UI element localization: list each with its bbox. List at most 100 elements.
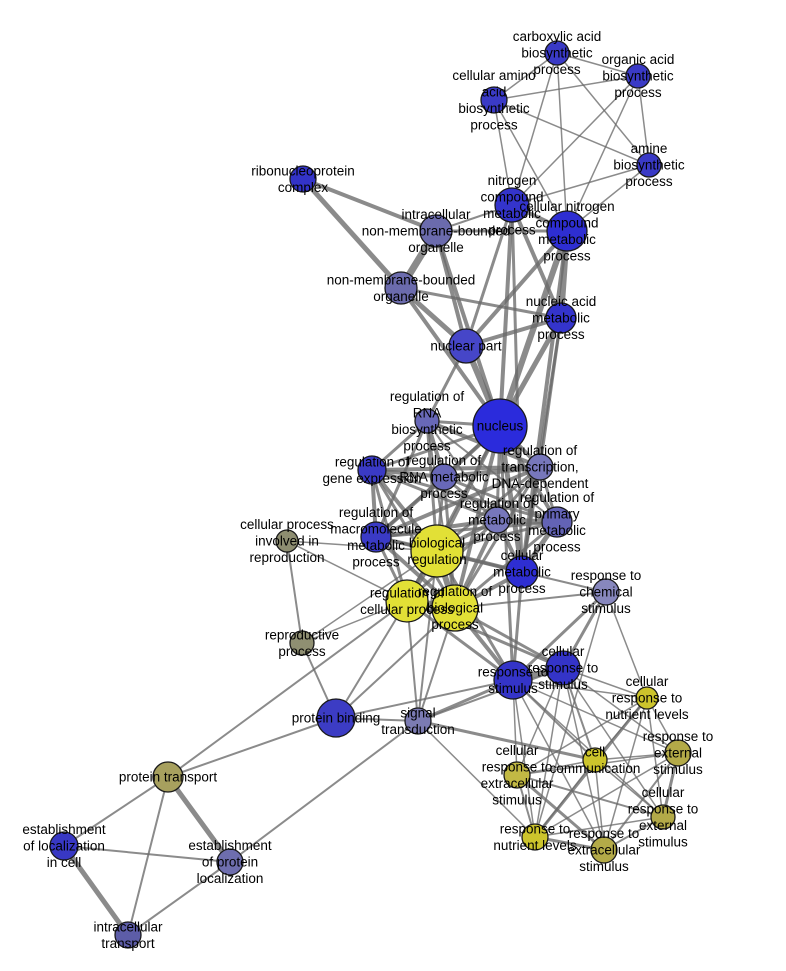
edge-cellular-amino-acid-biosynthetic-process--nitrogen-compound-metabolic-process xyxy=(493,99,513,206)
node-regulation-of-biological-process[interactable] xyxy=(431,584,479,632)
node-response-to-stimulus[interactable] xyxy=(493,660,533,700)
node-cellular-metabolic-process[interactable] xyxy=(505,555,539,589)
edge-regulation-of-cellular-process--protein-binding xyxy=(335,600,408,719)
edge-regulation-of-rna-biosynthetic-process--regulation-of-metabolic-process xyxy=(426,420,498,521)
edges-layer xyxy=(61,52,680,938)
node-regulation-of-gene-expression[interactable] xyxy=(357,455,387,485)
node-biological-regulation[interactable] xyxy=(410,524,464,578)
node-protein-binding[interactable] xyxy=(316,698,356,738)
node-cellular-response-to-extracellular-stimulus[interactable] xyxy=(503,761,531,789)
edge-response-to-nutrient-levels--cellular-response-to-external-stimulus xyxy=(534,816,664,838)
edge-regulation-of-gene-expression--regulation-of-metabolic-process xyxy=(370,468,499,522)
edge-response-to-stimulus--cellular-response-to-external-stimulus xyxy=(512,679,664,818)
edge-response-to-stimulus--response-to-extracellular-stimulus xyxy=(512,679,605,851)
edge-carboxylic-acid-biosynthetic-process--organic-acid-biosynthetic-process xyxy=(556,52,639,77)
node-response-to-chemical-stimulus[interactable] xyxy=(592,578,620,606)
node-establishment-of-protein-localization[interactable] xyxy=(216,848,244,876)
node-nitrogen-compound-metabolic-process[interactable] xyxy=(494,187,530,223)
labels-layer: carboxylic acid biosynthetic processorgani… xyxy=(22,29,713,951)
node-reproductive-process[interactable] xyxy=(289,630,315,656)
edge-response-to-chemical-stimulus--cellular-response-to-nutrient-levels xyxy=(605,591,648,699)
node-nucleus[interactable] xyxy=(472,398,528,454)
node-regulation-of-rna-biosynthetic-process[interactable] xyxy=(414,408,440,434)
node-organic-acid-biosynthetic-process[interactable] xyxy=(625,63,651,89)
edge-protein-transport--intracellular-transport xyxy=(127,776,169,936)
edge-regulation-of-transcription-dna-dependent--regulation-of-gene-expression xyxy=(370,465,542,472)
edge-protein-transport--regulation-of-cellular-process xyxy=(167,600,408,778)
node-nucleic-acid-metabolic-process[interactable] xyxy=(545,302,577,334)
edge-response-to-external-stimulus--response-to-nutrient-levels xyxy=(534,752,679,838)
node-regulation-of-metabolic-process[interactable] xyxy=(483,506,511,534)
node-regulation-of-rna-metabolic-process[interactable] xyxy=(430,463,458,491)
node-amine-biosynthetic-process[interactable] xyxy=(636,152,662,178)
node-response-to-external-stimulus[interactable] xyxy=(664,739,692,767)
node-establishment-of-localization-in-cell[interactable] xyxy=(49,831,79,861)
edge-organic-acid-biosynthetic-process--cellular-amino-acid-biosynthetic-process xyxy=(493,75,639,101)
edge-amine-biosynthetic-process--nitrogen-compound-metabolic-process xyxy=(511,164,650,206)
edge-nuclear-part--nitrogen-compound-metabolic-process xyxy=(464,203,514,348)
edge-signal-transduction--response-to-nutrient-levels xyxy=(417,720,536,838)
edge-cell-communication--response-to-extracellular-stimulus xyxy=(594,759,605,851)
edge-cellular-process-involved-in-reproduction--reproductive-process xyxy=(286,540,303,644)
edge-nucleic-acid-metabolic-process--regulation-of-transcription-dna-dependent xyxy=(538,316,563,469)
edge-protein-binding--protein-transport xyxy=(167,717,337,778)
edge-cellular-amino-acid-biosynthetic-process--amine-biosynthetic-process xyxy=(493,99,650,166)
node-regulation-of-macromolecule-metabolic-process[interactable] xyxy=(360,521,392,553)
edge-response-to-chemical-stimulus--response-to-stimulus xyxy=(511,590,608,682)
edge-nucleic-acid-metabolic-process--nitrogen-compound-metabolic-process xyxy=(510,203,563,320)
edge-ribonucleoprotein-complex--intracellular-non-membrane-bounded-organelle xyxy=(301,177,438,233)
edge-response-to-external-stimulus--response-to-extracellular-stimulus xyxy=(603,752,679,851)
edge-cellular-nitrogen-compound-metabolic-process--nucleus xyxy=(497,228,570,429)
edge-cellular-amino-acid-biosynthetic-process--cellular-nitrogen-compound-metabolic-process xyxy=(493,99,568,232)
edge-non-membrane-bounded-organelle--nucleus xyxy=(399,286,502,428)
edge-regulation-of-cellular-process--response-to-stimulus xyxy=(405,599,515,682)
node-cell-communication[interactable] xyxy=(582,747,608,773)
node-cellular-response-to-external-stimulus[interactable] xyxy=(650,804,676,830)
node-regulation-of-primary-metabolic-process[interactable] xyxy=(541,506,573,538)
node-signal-transduction[interactable] xyxy=(404,707,432,735)
edge-ribonucleoprotein-complex--non-membrane-bounded-organelle xyxy=(300,176,404,291)
edge-establishment-of-protein-localization--intracellular-transport xyxy=(127,861,231,936)
edge-regulation-of-transcription-dna-dependent--regulation-of-macromolecule-metabolic-process xyxy=(374,465,542,539)
node-cellular-response-to-nutrient-levels[interactable] xyxy=(635,686,659,710)
node-carboxylic-acid-biosynthetic-process[interactable] xyxy=(544,40,570,66)
edge-regulation-of-cellular-process--cellular-process-involved-in-reproduction xyxy=(286,540,408,602)
edge-cell-communication--cellular-response-to-external-stimulus xyxy=(594,759,664,818)
edge-regulation-of-biological-process--protein-binding xyxy=(335,607,456,719)
edge-establishment-of-localization-in-cell--intracellular-transport xyxy=(61,843,131,938)
node-cellular-response-to-stimulus[interactable] xyxy=(545,650,581,686)
node-ribonucleoprotein-complex[interactable] xyxy=(289,165,317,193)
node-intracellular-transport[interactable] xyxy=(114,921,142,949)
edge-cellular-response-to-stimulus--response-to-nutrient-levels xyxy=(534,667,564,838)
edge-biological-regulation--reproductive-process xyxy=(301,550,438,644)
edge-carboxylic-acid-biosynthetic-process--amine-biosynthetic-process xyxy=(556,52,650,166)
node-non-membrane-bounded-organelle[interactable] xyxy=(384,271,418,305)
node-protein-transport[interactable] xyxy=(152,761,184,793)
nodes-layer xyxy=(49,40,692,949)
edge-response-to-stimulus--protein-binding xyxy=(335,679,514,719)
edge-nitrogen-compound-metabolic-process--nucleus xyxy=(498,203,514,428)
edge-cellular-response-to-nutrient-levels--response-to-extracellular-stimulus xyxy=(603,697,648,851)
node-response-to-extracellular-stimulus[interactable] xyxy=(590,836,618,864)
edge-organic-acid-biosynthetic-process--cellular-nitrogen-compound-metabolic-process xyxy=(566,75,639,232)
edge-response-to-stimulus--cellular-response-to-nutrient-levels xyxy=(512,679,648,699)
edge-response-to-chemical-stimulus--response-to-nutrient-levels xyxy=(534,591,607,838)
edge-cell-communication--response-to-nutrient-levels xyxy=(534,759,596,838)
edge-cellular-response-to-stimulus--response-to-external-stimulus xyxy=(562,667,679,754)
edge-signal-transduction--cell-communication xyxy=(416,719,597,762)
node-nuclear-part[interactable] xyxy=(448,328,484,364)
node-intracellular-non-membrane-bounded-organelle[interactable] xyxy=(419,214,453,248)
edge-regulation-of-gene-expression--regulation-of-primary-metabolic-process xyxy=(370,468,559,524)
edge-cellular-response-to-stimulus--cellular-response-to-extracellular-stimulus xyxy=(516,667,564,776)
edge-cellular-response-to-nutrient-levels--cellular-response-to-external-stimulus xyxy=(646,697,664,818)
node-response-to-nutrient-levels[interactable] xyxy=(521,823,549,851)
node-regulation-of-cellular-process[interactable] xyxy=(385,579,429,623)
edge-organic-acid-biosynthetic-process--amine-biosynthetic-process xyxy=(637,75,650,166)
edge-organic-acid-biosynthetic-process--nitrogen-compound-metabolic-process xyxy=(511,75,639,206)
node-cellular-amino-acid-biosynthetic-process[interactable] xyxy=(480,86,508,114)
node-cellular-process-involved-in-reproduction[interactable] xyxy=(275,529,299,553)
node-regulation-of-transcription-dna-dependent[interactable] xyxy=(526,453,554,481)
node-cellular-nitrogen-compound-metabolic-process[interactable] xyxy=(546,210,588,252)
